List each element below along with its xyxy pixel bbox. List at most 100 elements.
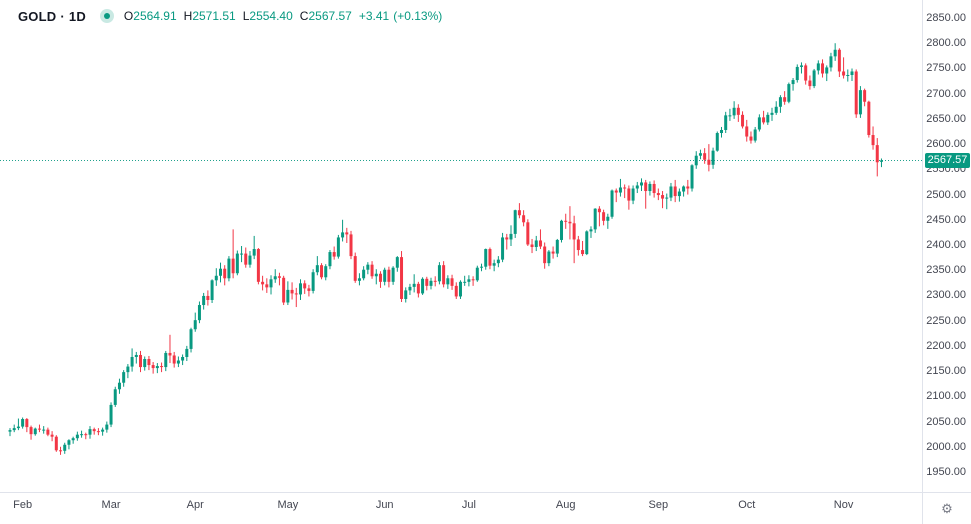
- time-axis[interactable]: Feb Mar Apr May Jun Jul Aug Sep Oct Nov: [0, 492, 922, 524]
- candle-body: [732, 107, 736, 116]
- candle-body: [526, 222, 530, 245]
- candle-body: [320, 265, 324, 278]
- candle-body: [113, 389, 117, 405]
- candle-body: [623, 187, 627, 189]
- candle-body: [71, 438, 75, 441]
- candle-body: [210, 280, 214, 300]
- candle-body: [555, 239, 559, 254]
- settings-gear-icon[interactable]: ⚙: [941, 501, 953, 516]
- candle-body: [816, 63, 820, 71]
- time-tick-label: May: [277, 499, 299, 511]
- candle-body: [724, 115, 728, 130]
- price-tick-label: 2500.00: [926, 188, 966, 201]
- candle-body: [560, 220, 564, 240]
- candle-body: [875, 145, 879, 163]
- candle-body: [694, 155, 698, 166]
- candle-body: [682, 186, 686, 192]
- candle-body: [640, 182, 643, 186]
- candle-body: [854, 71, 858, 115]
- candle-body: [673, 186, 677, 197]
- candle-body: [261, 281, 265, 285]
- candle-body: [37, 428, 41, 430]
- candle-body: [635, 185, 639, 189]
- candle-body: [164, 352, 168, 368]
- change-percent: (+0.13%): [393, 9, 443, 23]
- price-tick-label: 2000.00: [926, 440, 966, 453]
- candle-body: [25, 419, 29, 428]
- candle-body: [130, 356, 134, 367]
- candle-body: [227, 258, 231, 279]
- price-tick-label: 2100.00: [926, 390, 966, 403]
- ohlc-close-label: C: [299, 9, 309, 23]
- candle-body: [467, 279, 471, 282]
- candle-body: [762, 117, 766, 123]
- time-tick-label: Jun: [375, 499, 394, 511]
- candle-body: [648, 183, 652, 192]
- symbol-title[interactable]: GOLD · 1D: [18, 9, 86, 24]
- candle-body: [454, 285, 458, 297]
- candle-body: [42, 429, 46, 431]
- chart-pane[interactable]: GOLD · 1D O2564.91 H2571.51 L2554.40 C2567…: [0, 0, 922, 492]
- price-axis[interactable]: 2567.57 2850.00 2800.00 2750.00 2700.00 2650…: [922, 0, 971, 492]
- candle-body: [235, 253, 239, 274]
- ohlc-open: O2564.91: [124, 9, 177, 23]
- candle-body: [795, 66, 799, 81]
- candle-body: [425, 278, 429, 286]
- candle-body: [50, 434, 54, 437]
- candle-body: [728, 115, 732, 117]
- candle-body: [12, 428, 16, 431]
- candle-body: [829, 56, 833, 68]
- candle-body: [606, 216, 610, 221]
- candle-body: [160, 366, 164, 368]
- price-tick-label: 2250.00: [926, 314, 966, 327]
- candlestick-chart[interactable]: [0, 0, 922, 492]
- candle-body: [96, 431, 100, 433]
- candle-body: [408, 286, 412, 291]
- candle-body: [307, 288, 311, 291]
- ohlc-high: H2571.51: [184, 9, 236, 23]
- candle-body: [627, 188, 631, 201]
- change-value: +3.41: [358, 9, 390, 23]
- candle-body: [547, 251, 551, 264]
- candle-body: [572, 223, 576, 240]
- candle-body: [84, 434, 88, 436]
- ohlc-close-value: 2567.57: [308, 9, 352, 23]
- price-tick-label: 2350.00: [926, 264, 966, 277]
- candle-body: [581, 250, 585, 255]
- candle-body: [21, 419, 25, 427]
- candle-body: [757, 117, 761, 130]
- candle-body: [631, 188, 635, 201]
- candle-body: [703, 153, 707, 160]
- candle-body: [644, 182, 648, 192]
- candle-body: [551, 251, 555, 254]
- candle-body: [206, 295, 210, 300]
- time-tick-label: Aug: [555, 499, 576, 511]
- candle-body: [530, 244, 534, 248]
- candle-body: [496, 259, 500, 264]
- candle-body: [677, 191, 681, 197]
- candle-body: [698, 153, 702, 156]
- candle-body: [134, 354, 138, 357]
- candle-body: [821, 63, 825, 74]
- candle-body: [597, 208, 601, 213]
- candle-body: [269, 279, 273, 288]
- time-tick-label: Oct: [738, 499, 756, 511]
- candle-body: [231, 258, 235, 274]
- candle-body: [273, 276, 277, 280]
- candle-body: [538, 240, 542, 247]
- candle-body: [753, 129, 757, 141]
- price-tick-label: 2200.00: [926, 339, 966, 352]
- price-tick-label: 2050.00: [926, 415, 966, 428]
- candle-body: [374, 273, 378, 277]
- candle-body: [303, 283, 307, 289]
- candle-body: [576, 239, 580, 251]
- candle-body: [80, 434, 84, 436]
- price-tick-label: 2150.00: [926, 365, 966, 378]
- candle-body: [395, 257, 399, 268]
- candle-body: [185, 348, 189, 357]
- candle-body: [92, 429, 96, 432]
- candle-body: [282, 277, 286, 303]
- candle-body: [833, 49, 837, 57]
- market-status-dot-icon[interactable]: [99, 9, 114, 23]
